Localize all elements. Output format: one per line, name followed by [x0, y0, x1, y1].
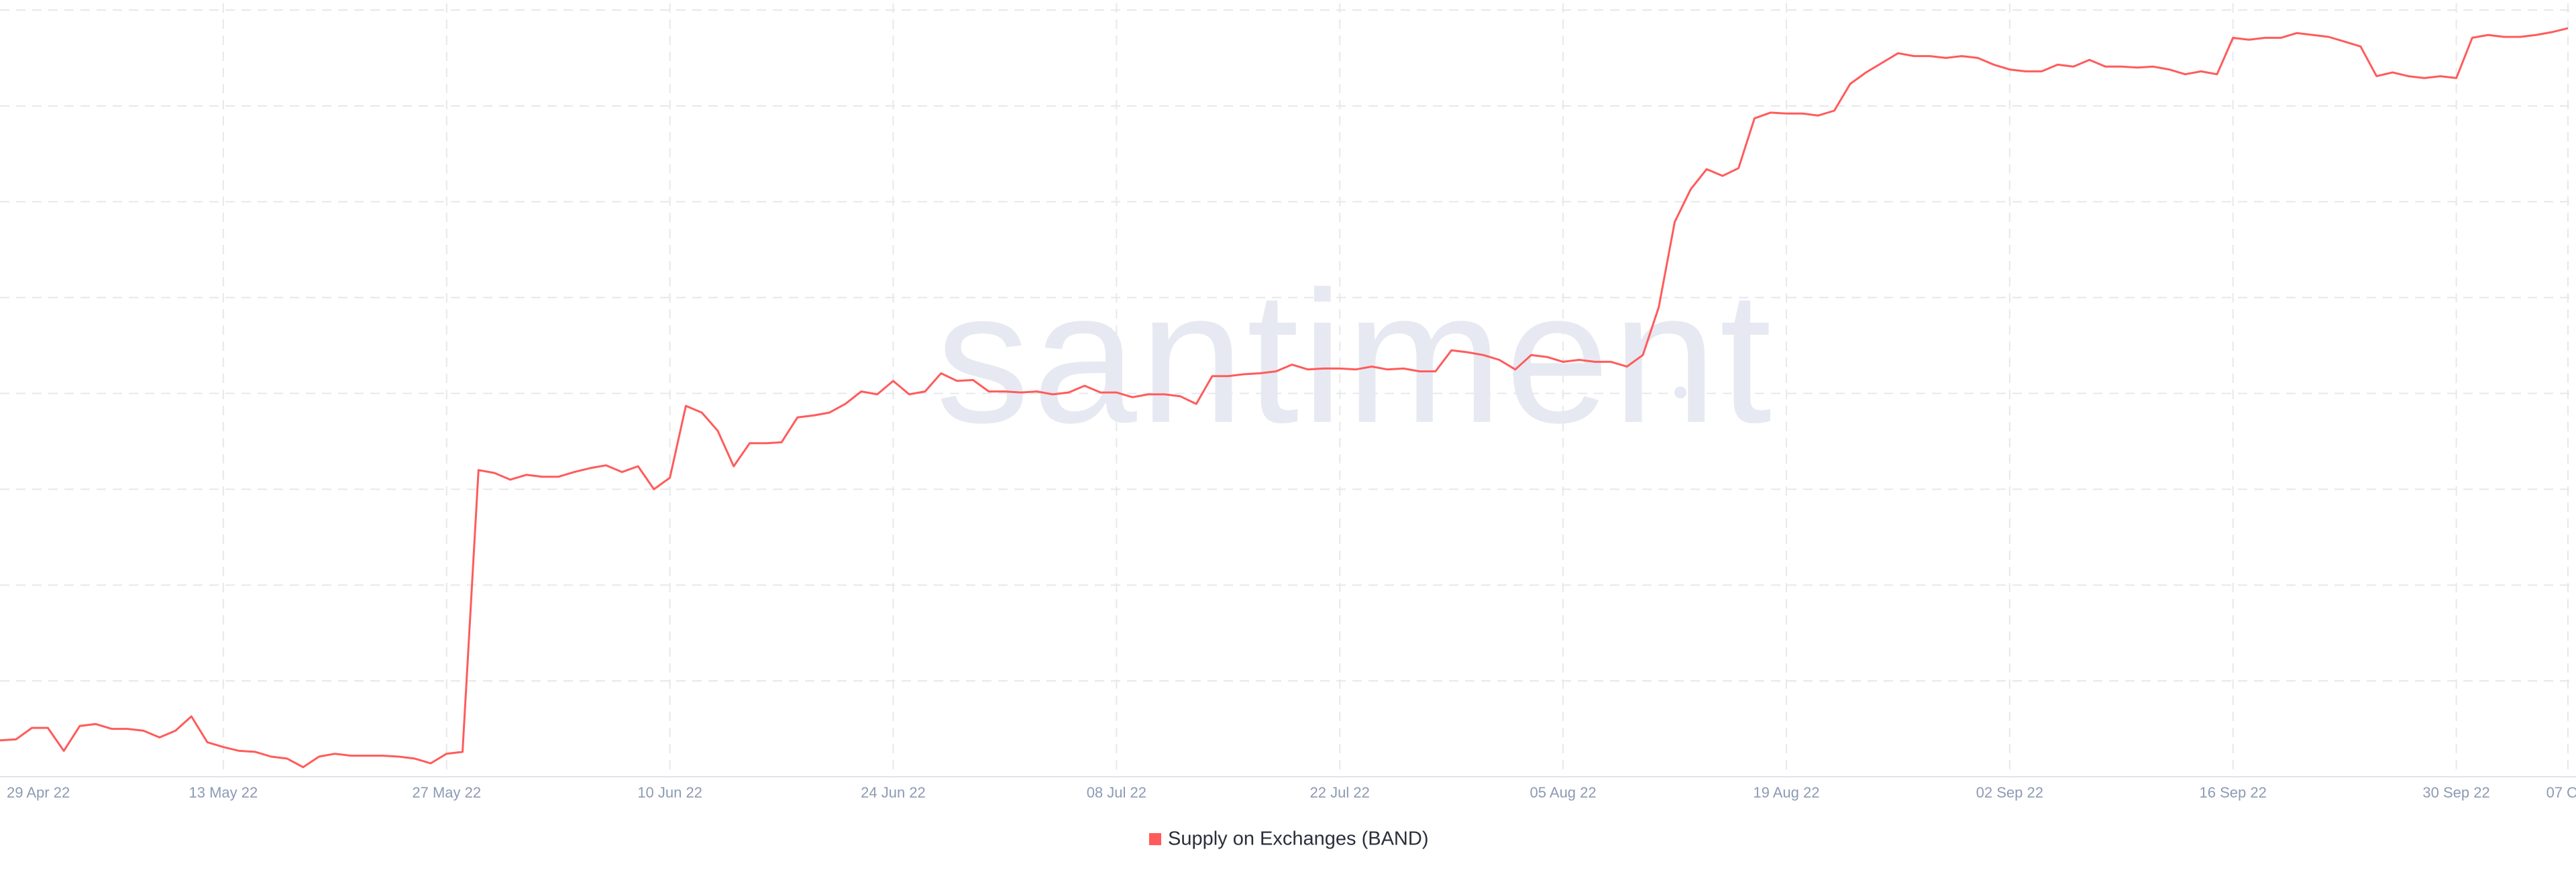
watermark-dot [1674, 386, 1686, 398]
x-tick-label: 27 May 22 [412, 784, 481, 801]
plot [0, 27, 2569, 769]
x-tick-label: 22 Jul 22 [1310, 784, 1370, 801]
x-tick-label: 05 Aug 22 [1530, 784, 1597, 801]
legend-swatch [1149, 833, 1161, 845]
legend-label: Supply on Exchanges (BAND) [1168, 828, 1428, 850]
x-tick-label: 16 Sep 22 [2200, 784, 2267, 801]
x-tick-label: 19 Aug 22 [1753, 784, 1819, 801]
x-tick-label: 29 Apr 22 [7, 784, 70, 801]
x-tick-label: 02 Sep 22 [1976, 784, 2043, 801]
watermark: santiment [936, 253, 1774, 462]
x-tick-label: 08 Jul 22 [1087, 784, 1146, 801]
x-tick-label: 13 May 22 [189, 784, 258, 801]
legend: Supply on Exchanges (BAND) [1149, 828, 1428, 850]
grid: 29 Apr 22 13 May 22 27 May 22 10 Jun 22 24 J… [0, 3, 2576, 801]
x-tick-label: 07 Oct [2546, 784, 2576, 801]
x-tick-label: 30 Sep 22 [2422, 784, 2489, 801]
x-tick-label: 24 Jun 22 [861, 784, 926, 801]
x-tick-label: 10 Jun 22 [637, 784, 702, 801]
line [0, 27, 2569, 769]
